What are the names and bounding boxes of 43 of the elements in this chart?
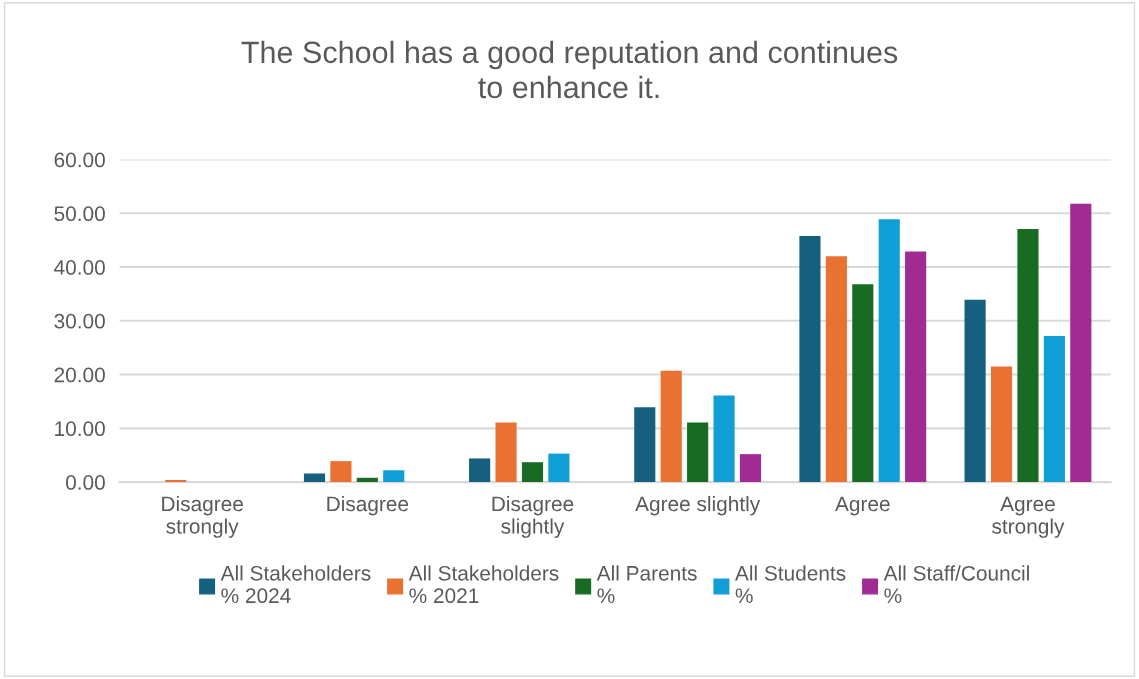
legend-label: All Parents %: [596, 565, 697, 604]
x-tick-label: Disagree slightly: [492, 495, 574, 538]
y-tick-label: 30.00: [54, 313, 105, 329]
legend-label: All Students %: [734, 565, 846, 604]
bar: [330, 461, 352, 483]
bar: [303, 473, 326, 483]
bar: [165, 479, 187, 483]
bar: [713, 395, 735, 483]
chart-title: The School has a good reputation and continues to enhance it.: [241, 40, 898, 99]
y-tick-label: 50.00: [54, 206, 105, 222]
bar: [469, 458, 491, 483]
bar: [878, 219, 900, 483]
y-tick-label: 0.00: [65, 475, 105, 490]
bar: [1070, 203, 1092, 483]
x-tick-label: Agree strongly: [992, 496, 1065, 538]
bar: [799, 235, 821, 483]
bar: [548, 453, 570, 483]
bar: [990, 366, 1013, 483]
bar: [495, 422, 517, 483]
bar: [1043, 335, 1065, 483]
bar: [356, 477, 378, 483]
legend-label: All Stakeholders % 2024: [220, 565, 371, 604]
y-tick-label: 10.00: [55, 421, 105, 437]
bar: [964, 299, 986, 483]
legend-label: All Stakeholders % 2021: [408, 565, 559, 604]
y-tick-label: 20.00: [54, 367, 105, 383]
x-tick-label: Disagree strongly: [162, 495, 243, 538]
bar: [383, 470, 405, 483]
bar: [852, 284, 874, 483]
x-tick-label: Agree slightly: [635, 495, 761, 516]
x-tick-label: Agree: [835, 496, 890, 516]
y-tick-label: 60.00: [54, 152, 105, 168]
bar: [1017, 228, 1039, 483]
x-tick-label: Disagree: [327, 495, 409, 516]
bar: [739, 454, 762, 483]
bar: [634, 407, 656, 483]
y-tick-label: 40.00: [54, 260, 105, 275]
bar: [825, 256, 847, 483]
bar: [660, 370, 682, 483]
legend-label: All Staff/Council %: [883, 565, 1029, 604]
bar: [687, 422, 709, 483]
bar: [521, 462, 544, 483]
bar: [905, 251, 927, 483]
